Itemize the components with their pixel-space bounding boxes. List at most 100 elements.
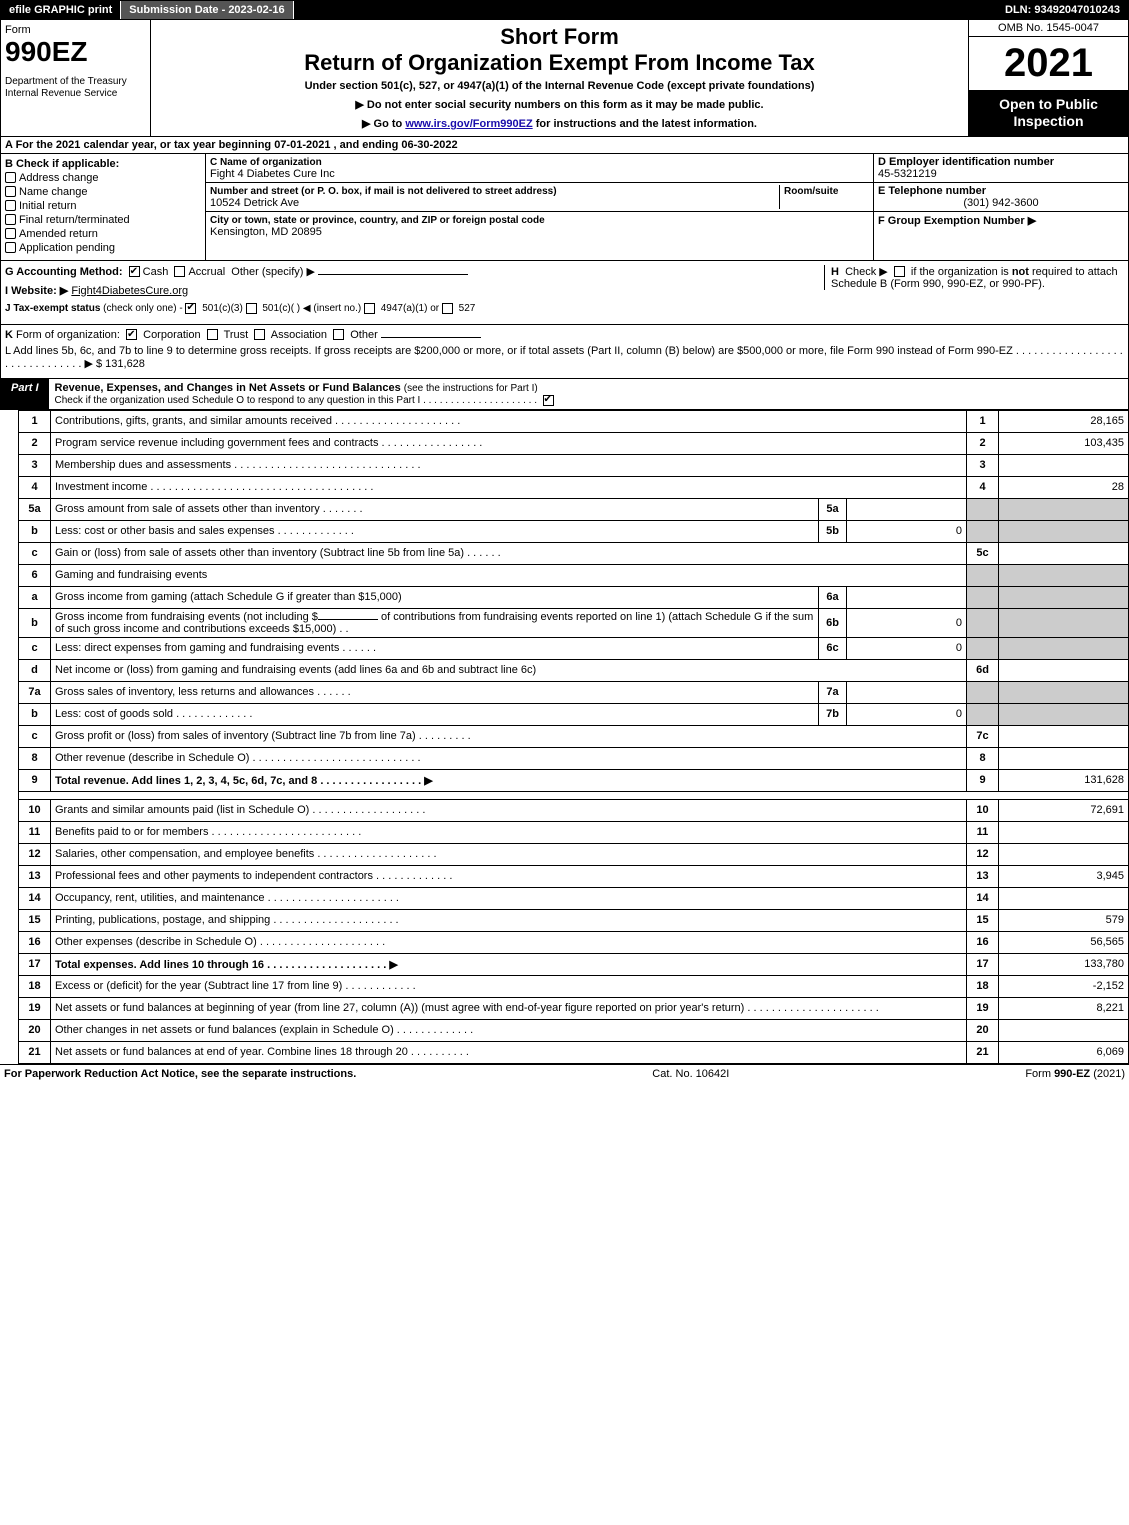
line-value-shade [999, 586, 1129, 608]
ein-label: D Employer identification number [878, 156, 1124, 168]
form-number: 990EZ [5, 36, 146, 68]
line-12: 12 Salaries, other compensation, and emp… [19, 843, 1129, 865]
line-1: 1 Contributions, gifts, grants, and simi… [19, 410, 1129, 432]
check-final-return: Final return/terminated [5, 214, 201, 226]
line-19: 19 Net assets or fund balances at beginn… [19, 997, 1129, 1019]
section-a: A For the 2021 calendar year, or tax yea… [0, 137, 1129, 154]
section-c: C Name of organization Fight 4 Diabetes … [206, 154, 873, 260]
line-10: 10 Grants and similar amounts paid (list… [19, 799, 1129, 821]
subline-value: 0 [847, 637, 967, 659]
line-16: 16 Other expenses (describe in Schedule … [19, 931, 1129, 953]
line-numcol: 10 [967, 799, 999, 821]
phone-label: E Telephone number [878, 185, 1124, 197]
line-numcol-shade [967, 637, 999, 659]
street-label: Number and street (or P. O. box, if mail… [210, 186, 557, 197]
line-numcol-shade [967, 520, 999, 542]
line-4: 4 Investment income . . . . . . . . . . … [19, 476, 1129, 498]
topbar-left: efile GRAPHIC print Submission Date - 20… [1, 1, 294, 19]
line-value-shade [999, 703, 1129, 725]
section-b-label: B Check if applicable: [5, 158, 201, 170]
line-numcol: 18 [967, 975, 999, 997]
main-title: Return of Organization Exempt From Incom… [159, 50, 960, 76]
line-value-shade [999, 498, 1129, 520]
check-application-pending: Application pending [5, 242, 201, 254]
phone-row: E Telephone number (301) 942-3600 [874, 183, 1128, 212]
line-num: 21 [19, 1041, 51, 1063]
subline-value: 0 [847, 703, 967, 725]
k-assoc-checkbox [254, 329, 265, 340]
line-numcol: 4 [967, 476, 999, 498]
line-desc: Gross profit or (loss) from sales of inv… [51, 725, 967, 747]
goto-line: ▶ Go to www.irs.gov/Form990EZ for instru… [159, 117, 960, 130]
line-desc: Contributions, gifts, grants, and simila… [51, 410, 967, 432]
check-initial-return: Initial return [5, 200, 201, 212]
line-desc: Net assets or fund balances at end of ye… [51, 1041, 967, 1063]
footer-right: Form 990-EZ (2021) [1025, 1068, 1125, 1080]
irs-link[interactable]: www.irs.gov/Form990EZ [405, 118, 532, 130]
part1-check-line: Check if the organization used Schedule … [55, 395, 557, 406]
line-5b: b Less: cost or other basis and sales ex… [19, 520, 1129, 542]
city-row: City or town, state or province, country… [206, 212, 873, 240]
part1-header: Part I Revenue, Expenses, and Changes in… [0, 379, 1129, 410]
goto-post: for instructions and the latest informat… [536, 118, 757, 130]
accrual-label: Accrual [188, 266, 225, 278]
line-numcol-shade [967, 681, 999, 703]
line-value [999, 725, 1129, 747]
line-value-shade [999, 608, 1129, 637]
line-desc: Program service revenue including govern… [51, 432, 967, 454]
line-numcol: 9 [967, 769, 999, 791]
line-num: 17 [19, 953, 51, 975]
city-value: Kensington, MD 20895 [210, 226, 322, 238]
line-value-shade [999, 564, 1129, 586]
line-desc: Membership dues and assessments . . . . … [51, 454, 967, 476]
line-14: 14 Occupancy, rent, utilities, and maint… [19, 887, 1129, 909]
section-h: H Check ▶ if the organization is not req… [824, 265, 1124, 290]
line-15: 15 Printing, publications, postage, and … [19, 909, 1129, 931]
line-21: 21 Net assets or fund balances at end of… [19, 1041, 1129, 1063]
line-numcol: 19 [967, 997, 999, 1019]
h-checkbox [894, 266, 905, 277]
street-row: Number and street (or P. O. box, if mail… [206, 183, 873, 212]
line-7c: c Gross profit or (loss) from sales of i… [19, 725, 1129, 747]
header-left: Form 990EZ Department of the Treasury In… [1, 20, 151, 136]
subline-label: 6b [819, 608, 847, 637]
line-numcol: 2 [967, 432, 999, 454]
line-num: 4 [19, 476, 51, 498]
line-numcol: 14 [967, 887, 999, 909]
line-numcol: 8 [967, 747, 999, 769]
line-num: b [19, 608, 51, 637]
accrual-checkbox [174, 266, 185, 277]
line-5c: c Gain or (loss) from sale of assets oth… [19, 542, 1129, 564]
line-value: 28,165 [999, 410, 1129, 432]
line-value [999, 454, 1129, 476]
website-link[interactable]: Fight4DiabetesCure.org [71, 285, 188, 297]
subline-label: 5a [819, 498, 847, 520]
line-6a: a Gross income from gaming (attach Sched… [19, 586, 1129, 608]
ghij-block: G Accounting Method: Cash Accrual Other … [0, 261, 1129, 325]
line-value [999, 659, 1129, 681]
line-7b: b Less: cost of goods sold . . . . . . .… [19, 703, 1129, 725]
subline-label: 6a [819, 586, 847, 608]
k-corp-checkbox [126, 329, 137, 340]
line-desc: Occupancy, rent, utilities, and maintena… [51, 887, 967, 909]
efile-chip: efile GRAPHIC print [1, 1, 121, 19]
short-form-title: Short Form [159, 24, 960, 50]
street-address: 10524 Detrick Ave [210, 197, 299, 209]
line-3: 3 Membership dues and assessments . . . … [19, 454, 1129, 476]
line-18: 18 Excess or (deficit) for the year (Sub… [19, 975, 1129, 997]
line-numcol: 20 [967, 1019, 999, 1041]
submission-date-chip: Submission Date - 2023-02-16 [121, 1, 293, 19]
line-6c: c Less: direct expenses from gaming and … [19, 637, 1129, 659]
line-numcol-shade [967, 564, 999, 586]
j-527-checkbox [442, 303, 453, 314]
k-other-checkbox [333, 329, 344, 340]
line-num: 15 [19, 909, 51, 931]
top-bar: efile GRAPHIC print Submission Date - 20… [0, 0, 1129, 20]
check-address-change: Address change [5, 172, 201, 184]
org-name: Fight 4 Diabetes Cure Inc [210, 168, 335, 180]
org-name-row: C Name of organization Fight 4 Diabetes … [206, 154, 873, 183]
line-numcol-shade [967, 586, 999, 608]
section-def: D Employer identification number 45-5321… [873, 154, 1128, 260]
line-value [999, 887, 1129, 909]
section-gap [19, 791, 1129, 799]
